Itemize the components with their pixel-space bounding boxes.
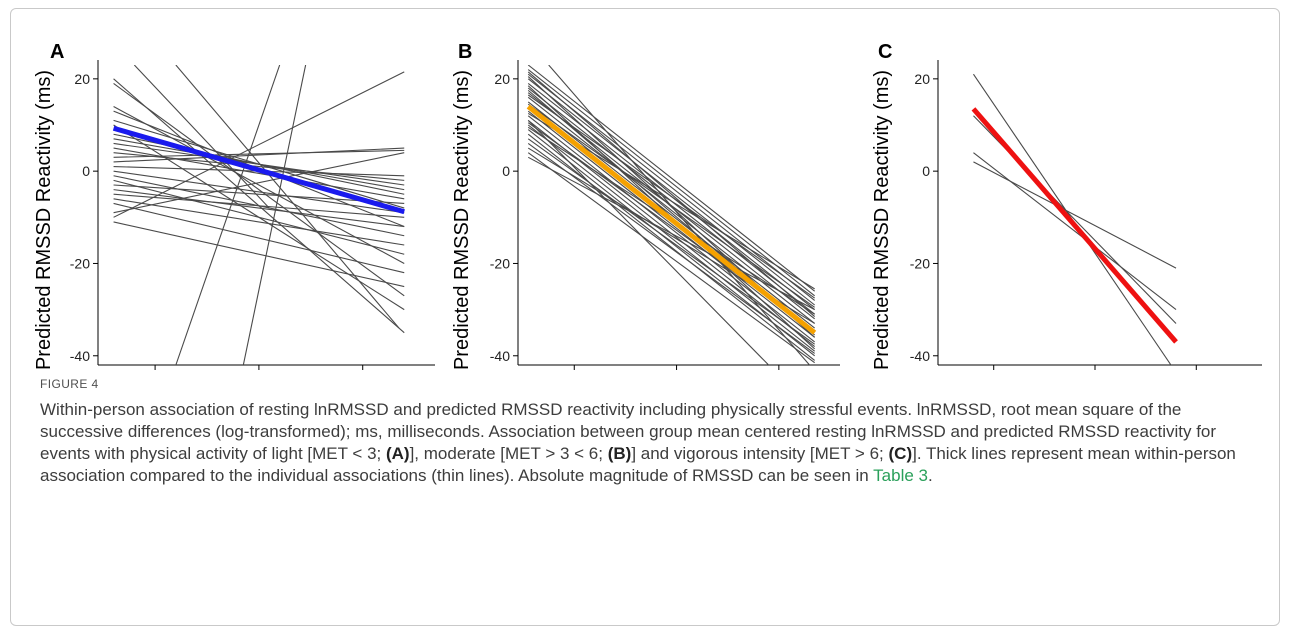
y-axis-label: Predicted RMSSD Reactivity (ms) [451, 70, 473, 370]
y-tick-label: 20 [914, 71, 930, 87]
y-tick-label: 0 [82, 163, 90, 179]
y-tick-label: -20 [70, 255, 90, 271]
caption-panel-b-ref: (B) [607, 444, 632, 463]
individual-line [548, 65, 810, 365]
panel-label: A [50, 41, 64, 63]
figure-frame [10, 8, 1280, 626]
caption-panel-a-ref: (A) [385, 444, 410, 463]
lines-group [112, 65, 405, 365]
individual-line [113, 193, 405, 218]
y-axis-label: Predicted RMSSD Reactivity (ms) [33, 70, 55, 370]
caption-text: Within-person association of resting lnR… [40, 400, 1217, 463]
individual-line [113, 189, 405, 228]
mean-line [971, 107, 1178, 344]
individual-line [113, 152, 405, 181]
panel-label: C [878, 41, 892, 63]
individual-line [133, 65, 270, 209]
lines-group [971, 73, 1178, 365]
individual-line [527, 133, 815, 361]
individual-line [527, 69, 815, 297]
caption-panel-c-ref: (C) [888, 444, 913, 463]
individual-line [527, 110, 815, 338]
individual-line [527, 124, 815, 352]
y-tick-label: 0 [922, 163, 930, 179]
lines-group [526, 65, 817, 365]
individual-line [113, 142, 405, 186]
individual-line [242, 65, 307, 365]
individual-line [527, 96, 815, 324]
figure-caption: Within-person association of resting lnR… [40, 399, 1255, 487]
individual-line [113, 71, 405, 218]
y-tick-label: 20 [74, 71, 90, 87]
panel-label: B [458, 41, 472, 63]
y-tick-label: -40 [70, 348, 90, 364]
individual-line [113, 147, 405, 163]
individual-line [113, 170, 405, 214]
caption-text-4: ]. Thick lines represent mean within-per… [40, 444, 1236, 485]
individual-line [175, 65, 281, 365]
individual-line [527, 115, 815, 343]
individual-line [527, 119, 770, 365]
caption-text-2: ], moderate [MET > 3 < 6; [409, 444, 608, 463]
individual-line [113, 152, 405, 214]
individual-line [527, 65, 815, 292]
y-tick-label: 20 [494, 71, 510, 87]
individual-line [113, 83, 405, 297]
figure-label: FIGURE 4 [40, 377, 99, 391]
individual-line [113, 149, 405, 158]
individual-line [527, 156, 815, 311]
individual-line [527, 138, 815, 345]
table-3-link[interactable]: Table 3 [873, 466, 928, 485]
individual-line [527, 71, 816, 317]
individual-line [527, 94, 815, 299]
individual-line [113, 202, 405, 274]
caption-text-3: ] and vigorous intensity [MET > 6; [631, 444, 889, 463]
individual-line [113, 221, 405, 288]
individual-line [113, 198, 405, 246]
y-tick-label: -20 [910, 255, 930, 271]
mean-line [112, 125, 405, 215]
individual-line [527, 101, 815, 329]
individual-line [175, 65, 400, 329]
individual-line [527, 73, 815, 301]
caption-end: . [928, 466, 933, 485]
y-tick-label: -40 [490, 348, 510, 364]
individual-line [527, 78, 815, 306]
y-tick-label: -40 [910, 348, 930, 364]
y-axis-label: Predicted RMSSD Reactivity (ms) [871, 70, 893, 370]
individual-line [113, 124, 405, 311]
individual-line [527, 143, 815, 354]
y-tick-label: 0 [502, 163, 510, 179]
individual-line [527, 152, 815, 364]
y-tick-label: -20 [490, 255, 510, 271]
individual-line [973, 152, 1177, 311]
individual-line [973, 161, 1177, 269]
mean-line [526, 104, 817, 335]
